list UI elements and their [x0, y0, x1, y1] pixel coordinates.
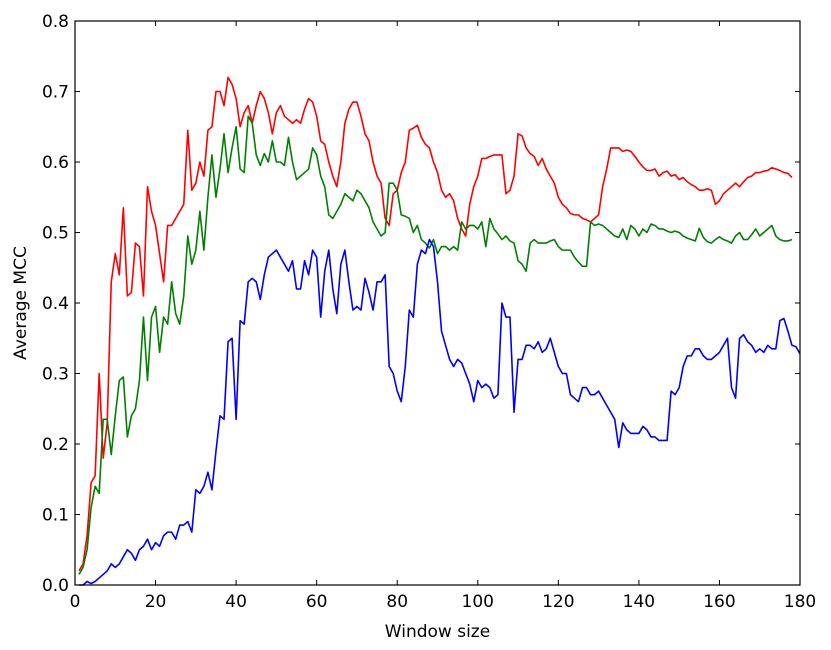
- y-tick-label: 0.1: [42, 506, 69, 526]
- y-tick-label: 0.0: [42, 576, 69, 596]
- y-tick-label: 0.2: [42, 435, 69, 455]
- x-tick-label: 160: [703, 592, 735, 612]
- x-tick-label: 140: [623, 592, 655, 612]
- x-tick-label: 180: [784, 592, 816, 612]
- x-tick-label: 80: [386, 592, 408, 612]
- series-line-0: [78, 76, 793, 572]
- plot-frame: [74, 20, 801, 586]
- y-tick-label: 0.3: [42, 365, 69, 385]
- y-tick-label: 0.5: [42, 224, 69, 244]
- x-tick-label: 20: [145, 592, 167, 612]
- plot-series: [78, 76, 801, 586]
- y-tick-label: 0.7: [42, 83, 69, 103]
- y-tick-label: 0.8: [42, 12, 69, 32]
- y-tick-label: 0.6: [42, 153, 69, 173]
- y-axis-ticks: 0.0 0.1 0.2 0.3 0.4 0.5 0.6 0.7 0.8: [42, 12, 800, 596]
- series-line-2: [79, 238, 801, 586]
- x-tick-label: 100: [462, 592, 494, 612]
- x-tick-label: 60: [306, 592, 328, 612]
- x-tick-label: 0: [70, 592, 81, 612]
- x-axis-label: Window size: [385, 622, 490, 642]
- x-tick-label: 120: [542, 592, 574, 612]
- y-tick-label: 0.4: [42, 294, 69, 314]
- x-tick-label: 40: [225, 592, 247, 612]
- x-axis-ticks: 0 20 40 60 80 100 120 140 160 180: [70, 21, 816, 612]
- series-line-1: [78, 115, 793, 575]
- y-axis-label: Average MCC: [11, 246, 31, 360]
